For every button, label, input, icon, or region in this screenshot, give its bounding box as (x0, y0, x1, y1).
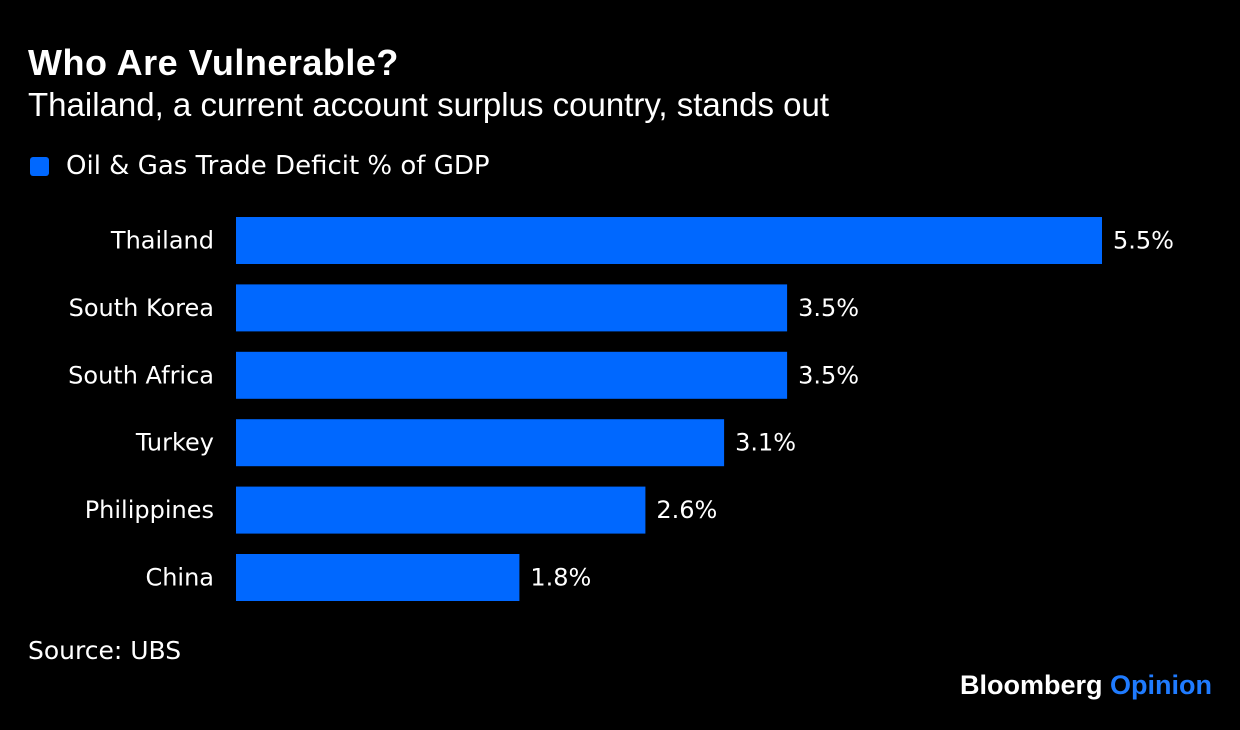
data-label: 3.1% (735, 429, 796, 457)
data-label: 3.5% (798, 361, 859, 389)
legend-swatch (30, 156, 49, 176)
legend-label: Oil & Gas Trade Deficit % of GDP (66, 151, 490, 181)
data-label: 3.5% (798, 294, 859, 322)
category-label: South Korea (69, 294, 214, 322)
bar (236, 217, 1102, 264)
source-note: Source: UBS (28, 636, 182, 665)
data-label: 1.8% (530, 564, 591, 592)
bar (236, 486, 646, 534)
bar (236, 284, 788, 332)
category-label: Turkey (135, 429, 214, 457)
category-label: South Africa (68, 361, 214, 389)
bar (236, 351, 788, 399)
bar (236, 419, 725, 467)
chart-title: Who Are Vulnerable? (28, 42, 399, 83)
category-label: Thailand (110, 227, 214, 255)
brand-logo: Bloomberg Opinion (960, 670, 1212, 701)
data-label: 2.6% (656, 496, 717, 524)
bar (236, 554, 520, 601)
chart-subtitle: Thailand, a current account surplus coun… (28, 86, 829, 123)
category-label: China (145, 564, 214, 592)
data-label: 5.5% (1113, 227, 1174, 255)
category-label: Philippines (85, 496, 214, 524)
brand-primary: Bloomberg (959, 670, 1103, 700)
legend: Oil & Gas Trade Deficit % of GDP (30, 150, 490, 182)
brand-secondary: Opinion (1110, 670, 1212, 700)
